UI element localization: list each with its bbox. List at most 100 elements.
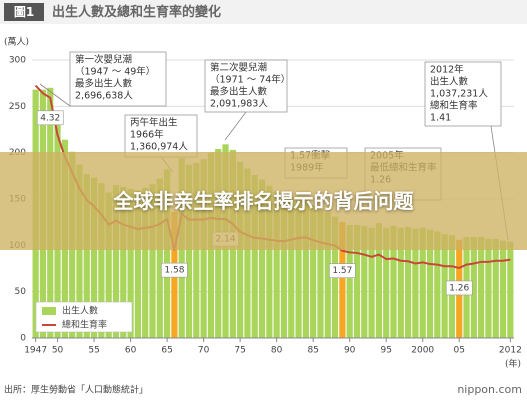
bar xyxy=(383,227,390,338)
bar xyxy=(266,186,273,338)
value-label-bg xyxy=(445,280,473,296)
value-label-bg xyxy=(36,110,64,126)
annotation-pointer xyxy=(39,83,71,107)
bar xyxy=(76,164,83,338)
bar xyxy=(83,173,90,338)
bar xyxy=(339,222,346,338)
bar xyxy=(280,196,288,338)
annotation-text: 2012年 xyxy=(430,64,464,76)
x-tick-label: 1947 xyxy=(24,346,47,356)
bar xyxy=(317,210,324,338)
bar xyxy=(361,225,368,338)
annotation-text: 2,091,983人 xyxy=(210,99,268,110)
bar xyxy=(470,236,477,338)
x-tick-label: 80 xyxy=(271,346,283,356)
bar xyxy=(142,187,149,338)
annotation-box xyxy=(204,59,288,113)
header-bg xyxy=(0,0,527,24)
annotation-text: 1.41 xyxy=(430,113,451,124)
x-tick-label: 95 xyxy=(380,346,391,356)
bar xyxy=(478,236,485,338)
overlay-title: 全球非亲生率排名揭示的背后问题 xyxy=(113,189,414,213)
bar xyxy=(499,240,507,338)
x-tick-label: 90 xyxy=(344,346,356,356)
y-tick-label: 250 xyxy=(9,102,26,112)
bar xyxy=(390,225,397,338)
value-label: 1.57 xyxy=(332,266,352,276)
bar xyxy=(353,224,361,338)
bar xyxy=(441,234,448,338)
bar xyxy=(485,238,492,338)
y-tick-label: 300 xyxy=(9,56,26,66)
bar xyxy=(105,192,112,338)
bar xyxy=(507,241,514,338)
x-tick-label: 55 xyxy=(88,346,99,356)
source: 出所：厚生勞動省「人口動態統計」 xyxy=(4,384,148,396)
value-label: 1.58 xyxy=(164,266,184,276)
x-tick-label: 75 xyxy=(234,346,245,356)
bar xyxy=(120,186,127,338)
x-tick-label: 2012 xyxy=(499,346,522,356)
bar xyxy=(397,227,404,338)
bar xyxy=(346,224,353,338)
badge: 圖1 xyxy=(14,5,34,19)
bar xyxy=(258,179,266,338)
bar xyxy=(90,177,98,338)
x-tick-label: 70 xyxy=(198,346,210,356)
annotation-text: 1,360,974人 xyxy=(130,142,188,153)
annotation-text: 出生人數 xyxy=(430,76,469,88)
annotation-text: （1971 ～ 74年） xyxy=(210,74,290,86)
annotation-text: 2,696,638人 xyxy=(75,91,133,102)
bar xyxy=(193,162,200,338)
bar xyxy=(98,183,105,338)
annotation-text: 1966年 xyxy=(130,129,164,141)
bar xyxy=(295,198,302,338)
bar xyxy=(288,197,295,338)
value-label: 1.26 xyxy=(449,283,469,293)
x-axis-label: (年) xyxy=(505,358,521,370)
x-tick-label: 05 xyxy=(454,346,465,356)
bar xyxy=(134,190,141,338)
legend-label: 總和生育率 xyxy=(62,319,107,331)
annotation-text: （1947 ～ 49年） xyxy=(75,66,155,78)
legend-swatch xyxy=(42,307,56,315)
bar xyxy=(419,227,426,338)
annotation-text: 第一次嬰兒潮 xyxy=(75,54,132,66)
x-tick-label: 60 xyxy=(125,346,137,356)
bar xyxy=(112,185,120,338)
bar xyxy=(426,229,434,338)
bar xyxy=(251,174,258,338)
bar xyxy=(127,188,134,338)
bar xyxy=(156,178,163,338)
legend-label: 出生人數 xyxy=(62,305,98,317)
value-label-bg xyxy=(329,263,356,279)
bar xyxy=(405,226,412,338)
bar xyxy=(273,191,280,338)
bar xyxy=(412,228,419,338)
y-tick-label: 50 xyxy=(15,287,27,297)
annotation-box xyxy=(69,51,167,107)
annotation-text: 1,037,231人 xyxy=(430,89,488,100)
x-tick-label: 85 xyxy=(307,346,318,356)
bar xyxy=(310,205,317,338)
annotation-text: 丙午年出生 xyxy=(130,117,178,129)
bar xyxy=(324,212,331,338)
annotation-box xyxy=(424,61,502,127)
annotation-text: 最多出生人數 xyxy=(210,86,268,98)
banner: 全球非亲生率排名揭示的背后问题 xyxy=(0,152,527,250)
y-tick-label: 0 xyxy=(20,334,26,344)
annotation-box xyxy=(124,114,198,158)
y-axis-label: (萬人) xyxy=(4,36,29,48)
bar xyxy=(149,184,156,338)
value-label: 4.32 xyxy=(40,113,60,123)
value-label-bg xyxy=(161,262,188,278)
x-tick-label: 65 xyxy=(161,346,172,356)
credit: nippon.com xyxy=(457,383,522,396)
annotation-text: 總和生育率 xyxy=(430,100,478,112)
x-tick-label: 50 xyxy=(52,346,64,356)
annotation-pointer xyxy=(224,111,247,141)
bar xyxy=(492,238,499,338)
badge-bg xyxy=(4,3,44,21)
bar xyxy=(434,231,441,338)
